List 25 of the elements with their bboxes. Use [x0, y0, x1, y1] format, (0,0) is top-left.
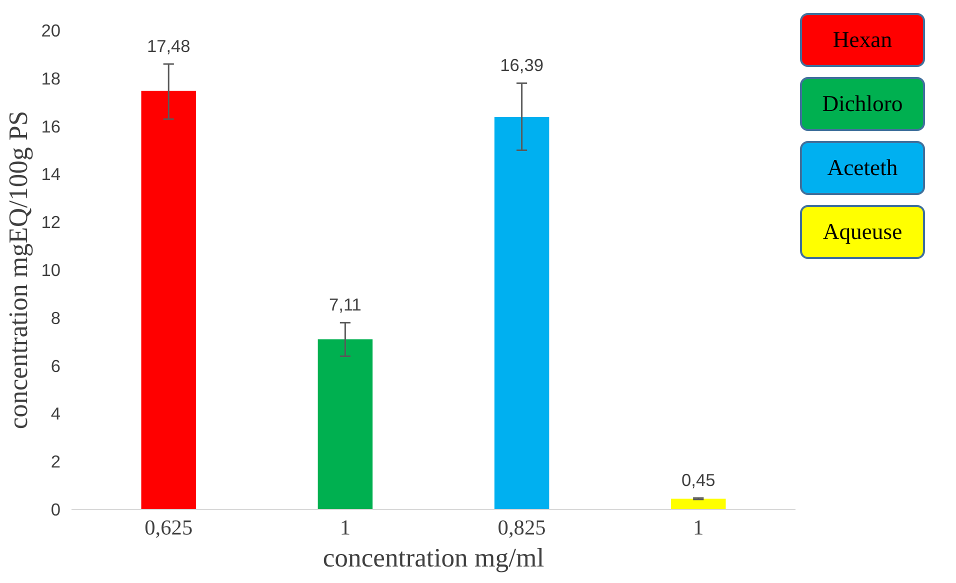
x-axis-title: concentration mg/ml [322, 542, 544, 572]
y-tick-label: 8 [50, 308, 61, 328]
y-tick-label: 2 [50, 452, 61, 472]
y-tick-label: 10 [41, 260, 61, 280]
data-label: 17,48 [146, 36, 190, 56]
y-tick-label: 14 [41, 164, 61, 184]
y-tick-label: 0 [50, 500, 61, 520]
data-label: 0,45 [682, 470, 716, 490]
data-label: 16,39 [500, 55, 544, 76]
y-tick-label: 6 [50, 356, 61, 376]
y-tick-label: 16 [41, 116, 61, 136]
y-axis-title: concentration mgEQ/100g PS [3, 110, 34, 430]
x-tick-label: 0,625 [144, 516, 193, 540]
text: Aqueuse [822, 218, 902, 246]
text: Hexan [832, 26, 892, 54]
x-tick-label: 1 [340, 516, 351, 540]
text: Aceteth [827, 154, 898, 182]
y-tick-label: 20 [41, 20, 61, 40]
data-label: 7,11 [328, 294, 362, 315]
y-tick-label: 18 [41, 68, 61, 88]
x-tick-label: 1 [693, 516, 704, 540]
x-tick-label: 0,825 [498, 516, 546, 540]
text: Dichloro [822, 90, 903, 118]
y-tick-label: 12 [41, 212, 61, 232]
y-tick-label: 4 [50, 404, 61, 424]
